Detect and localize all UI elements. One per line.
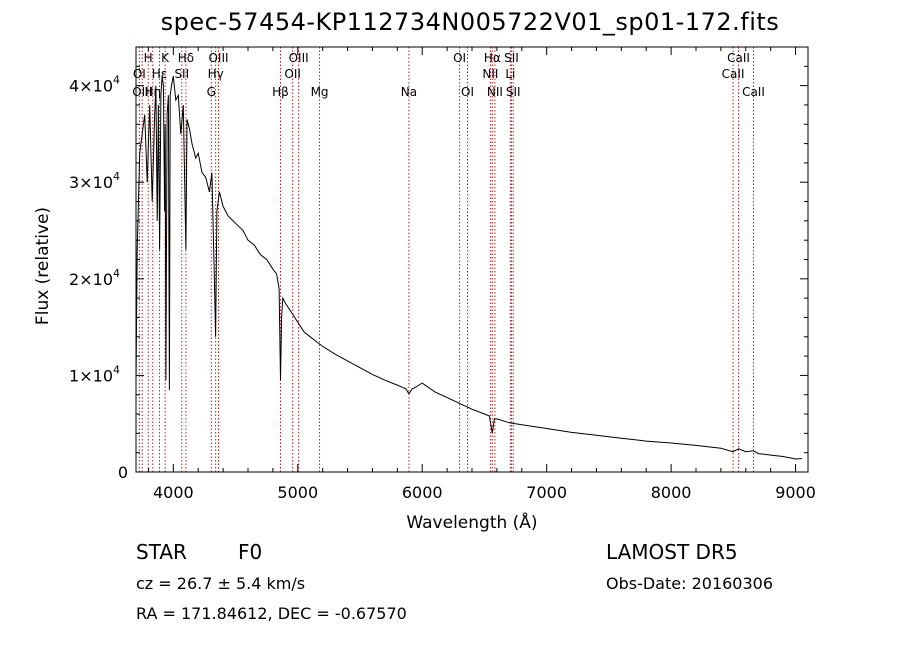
y-tick-label-4: 4×104	[69, 74, 120, 96]
emission-line-markers	[138, 47, 754, 472]
x-axis-ticks: 4000 5000 6000 7000 8000 9000	[147, 47, 816, 502]
spectrum-line	[135, 75, 802, 460]
line-label-lines_mid-1: Hε	[152, 67, 168, 81]
line-label-lines_low-4: Mg	[311, 85, 329, 99]
line-label-lines_top-7: SII	[504, 51, 519, 65]
line-label-lines_low-1: Hη	[144, 85, 161, 99]
line-label-lines_low-3: Hβ	[272, 85, 289, 99]
line-label-lines_mid-7: CaII	[722, 67, 745, 81]
x-tick-label-4: 8000	[651, 483, 692, 502]
line-label-lines_top-8: CaII	[727, 51, 750, 65]
y-tick-label-2: 2×104	[69, 267, 120, 289]
line-label-lines_low-2: G	[207, 85, 216, 99]
x-tick-label-0: 4000	[153, 483, 194, 502]
x-tick-label-3: 7000	[526, 483, 567, 502]
line-label-lines_low-9: CaII	[742, 85, 765, 99]
y-tick-label-1: 1×104	[69, 363, 120, 385]
line-label-lines_low-5: Na	[401, 85, 417, 99]
subclass-label: F0	[238, 540, 263, 564]
y-tick-label-0: 0	[118, 463, 128, 482]
page-title: spec-57454-KP112734N005722V01_sp01-172.f…	[160, 8, 780, 36]
line-label-lines_mid-5: NII	[482, 67, 498, 81]
class-label: STAR	[136, 540, 187, 564]
line-label-lines_top-4: OIII	[289, 51, 309, 65]
plot-frame	[135, 46, 809, 473]
y-axis-label: Flux (relative)	[33, 207, 53, 325]
line-label-lines_top-1: K	[161, 51, 170, 65]
line-label-lines_low-6: OI	[461, 85, 474, 99]
line-label-lines_top-3: OIII	[208, 51, 228, 65]
line-label-lines_mid-4: OII	[284, 67, 301, 81]
coordinates-text: RA = 171.84612, DEC = -0.67570	[136, 604, 407, 623]
x-tick-label-1: 5000	[277, 483, 318, 502]
line-label-lines_mid-2: SII	[174, 67, 189, 81]
y-axis-ticks: 0 1×104 2×104 3×104 4×104	[69, 65, 808, 482]
y-tick-label-3: 3×104	[69, 170, 120, 192]
x-axis-label: Wavelength (Å)	[406, 511, 537, 533]
line-label-lines_low-7: NII	[487, 85, 503, 99]
line-label-lines_mid-3: Hγ	[208, 67, 224, 81]
x-tick-label-5: 9000	[775, 483, 816, 502]
line-label-lines_top-5: OI	[453, 51, 466, 65]
line-label-lines_mid-6: Li	[505, 67, 515, 81]
line-label-lines_low-8: SII	[506, 85, 521, 99]
line-label-lines_top-6: Hα	[484, 51, 501, 65]
line-label-lines_top-2: Hδ	[178, 51, 194, 65]
redshift-text: cz = 26.7 ± 5.4 km/s	[136, 574, 306, 593]
line-label-lines_mid-0: OI	[133, 67, 146, 81]
line-label-lines_top-0: H	[144, 51, 153, 65]
line-label-lines_low-0: OIII	[132, 85, 152, 99]
x-tick-label-2: 6000	[402, 483, 443, 502]
survey-label: LAMOST DR5	[606, 540, 738, 564]
obs-date-text: Obs-Date: 20160306	[606, 574, 774, 593]
